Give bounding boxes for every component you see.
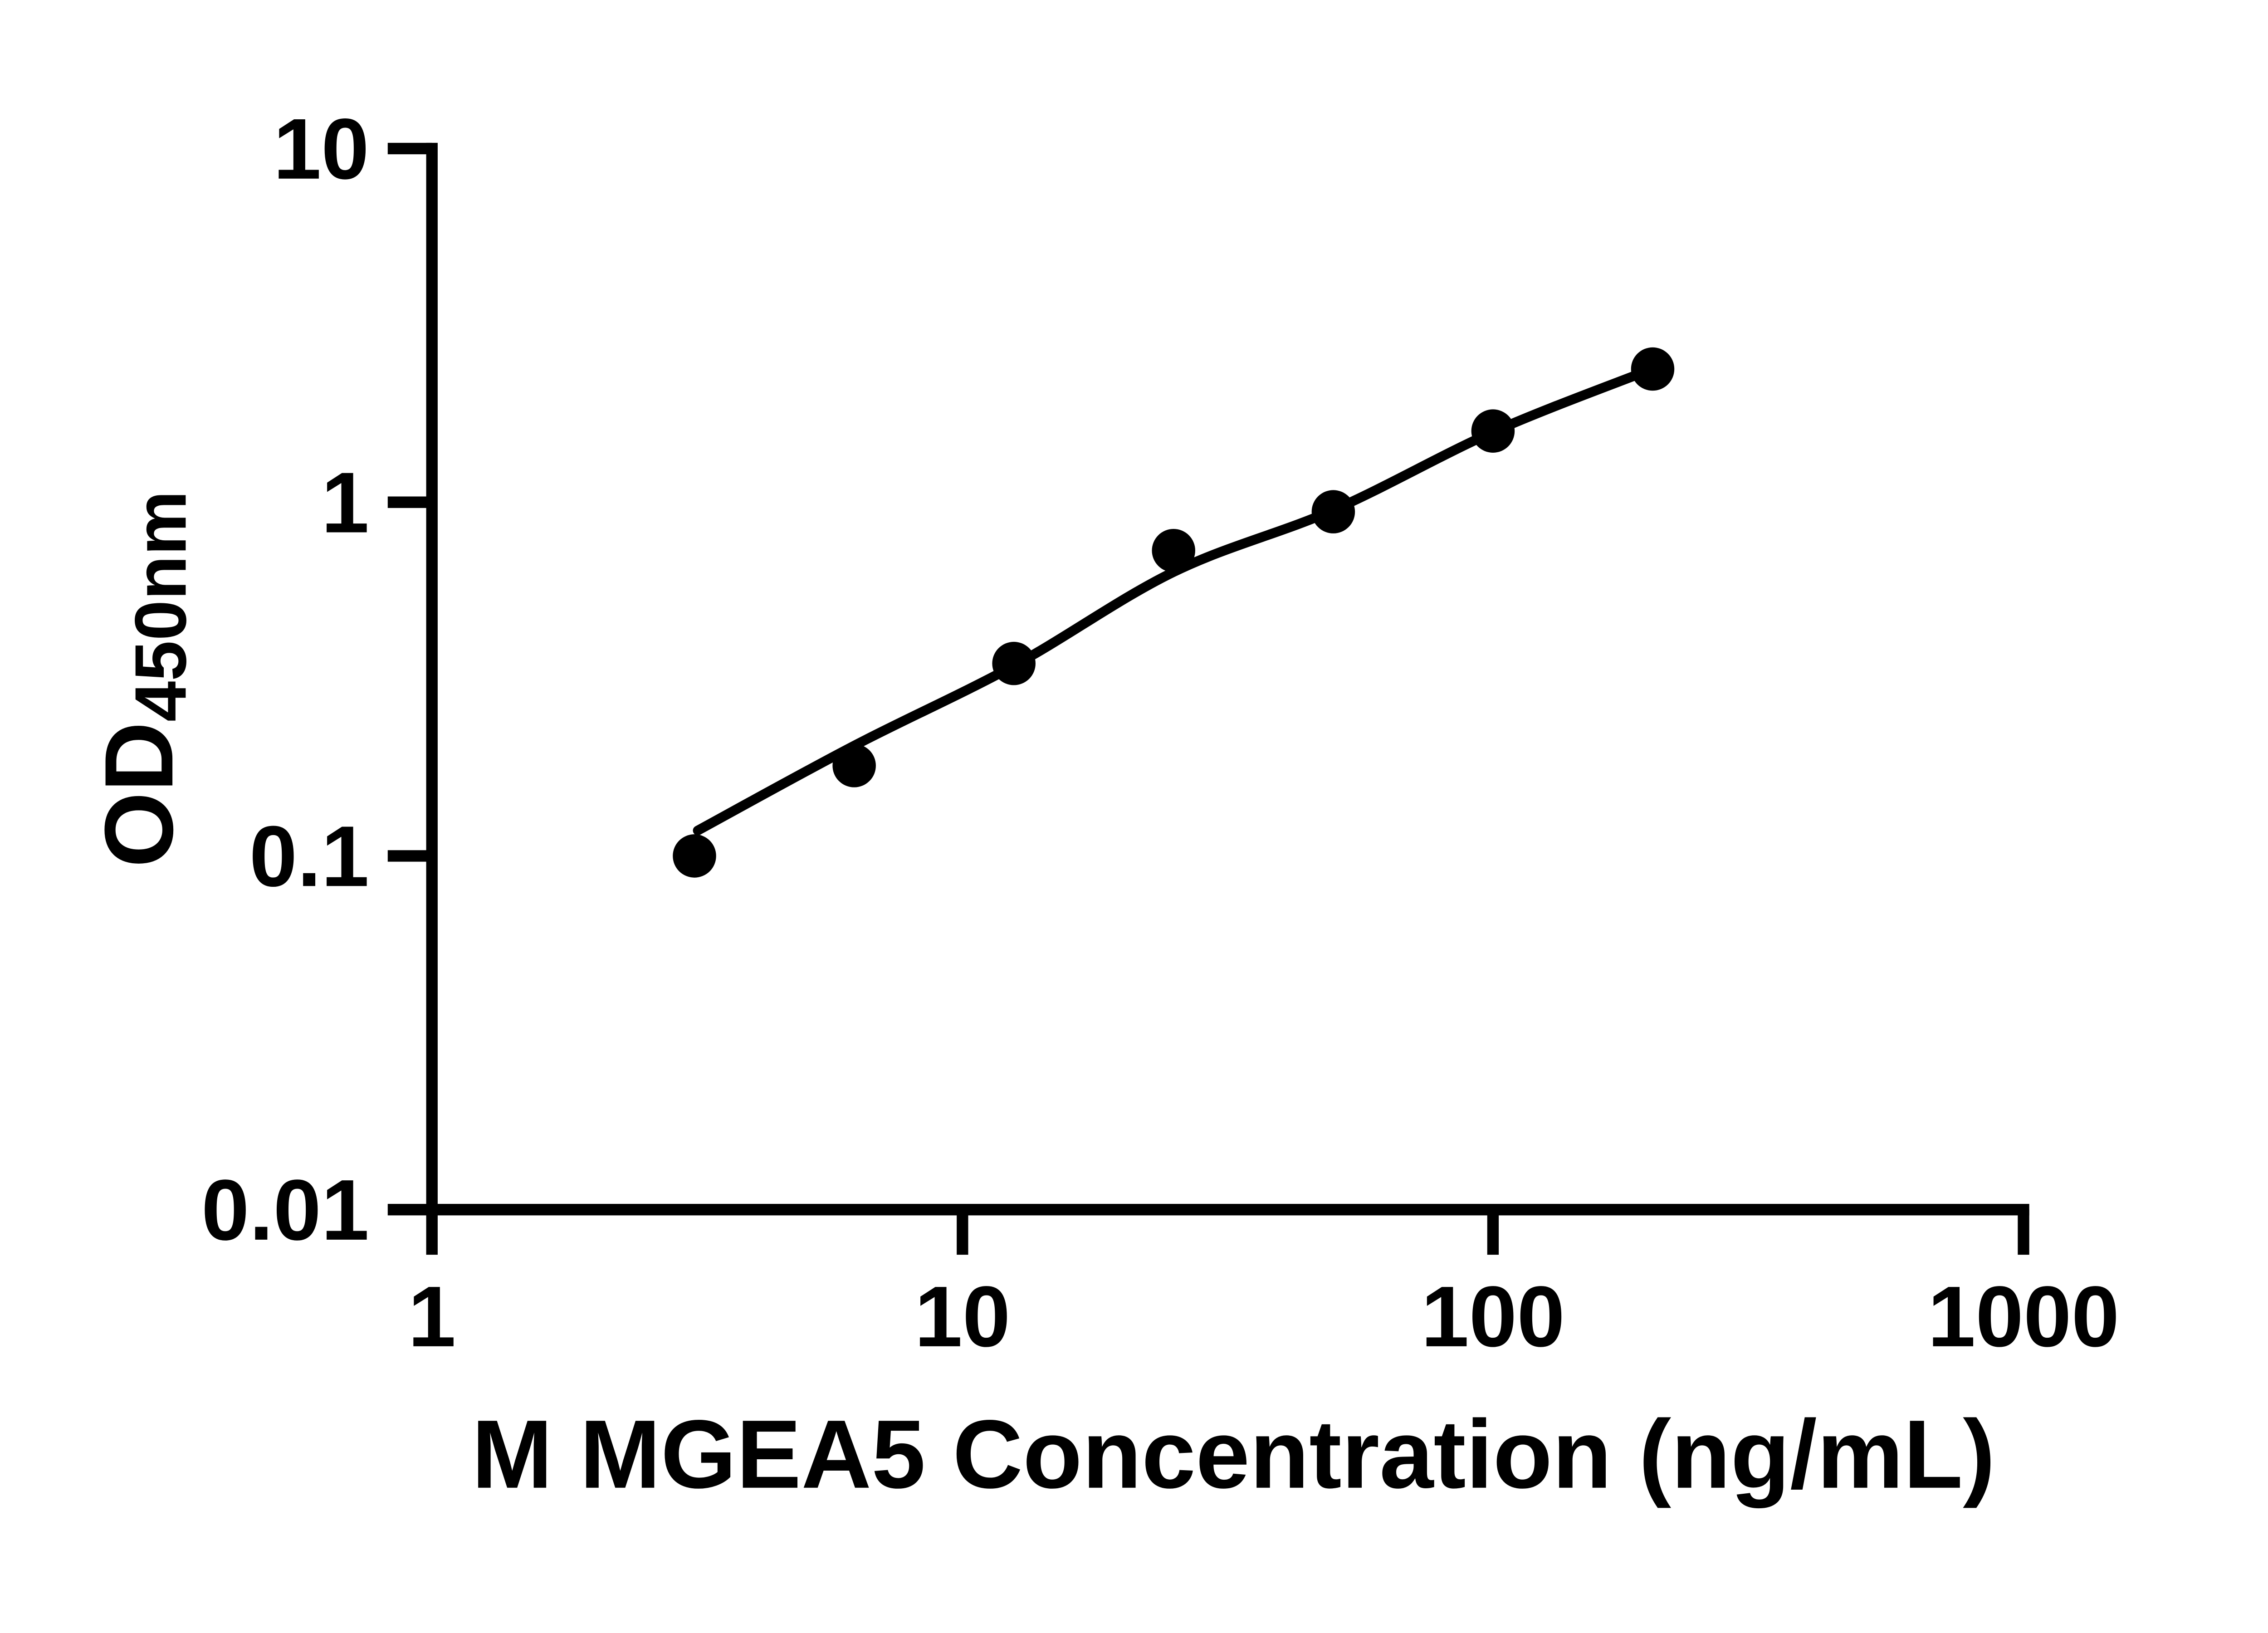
data-point <box>1311 490 1355 533</box>
x-tick-label: 10 <box>914 1269 1010 1365</box>
data-point <box>832 744 876 787</box>
data-point <box>1631 347 1675 391</box>
x-tick-label: 1 <box>408 1269 456 1365</box>
elisa-standard-curve-figure: 10 1 0.1 0.01 1 10 100 1000 M MGEA5 Concentrat… <box>85 101 2120 1509</box>
data-point <box>992 641 1036 685</box>
y-tick-label: 1 <box>321 455 369 551</box>
chart-canvas: 10 1 0.1 0.01 1 10 100 1000 M MGEA5 Concentrat… <box>85 101 2120 1509</box>
data-point <box>1152 528 1195 572</box>
data-point <box>673 834 716 878</box>
data-point <box>1471 409 1515 453</box>
y-axis-title: OD450nm <box>85 491 201 868</box>
y-tick-label: 10 <box>273 101 369 197</box>
x-axis-ticks: 1 10 100 1000 <box>408 1209 2120 1365</box>
x-tick-label: 100 <box>1421 1269 1565 1365</box>
y-axis-title-main: OD <box>85 722 193 868</box>
x-tick-label: 1000 <box>1928 1269 2120 1365</box>
data-points <box>673 347 1675 878</box>
x-axis-title: M MGEA5 Concentration (ng/mL) <box>472 1400 1995 1509</box>
y-tick-label: 0.1 <box>249 808 369 905</box>
y-axis-title-subscript: 450nm <box>120 491 201 722</box>
y-axis-ticks: 10 1 0.1 0.01 <box>201 101 432 1258</box>
y-tick-label: 0.01 <box>201 1162 369 1258</box>
